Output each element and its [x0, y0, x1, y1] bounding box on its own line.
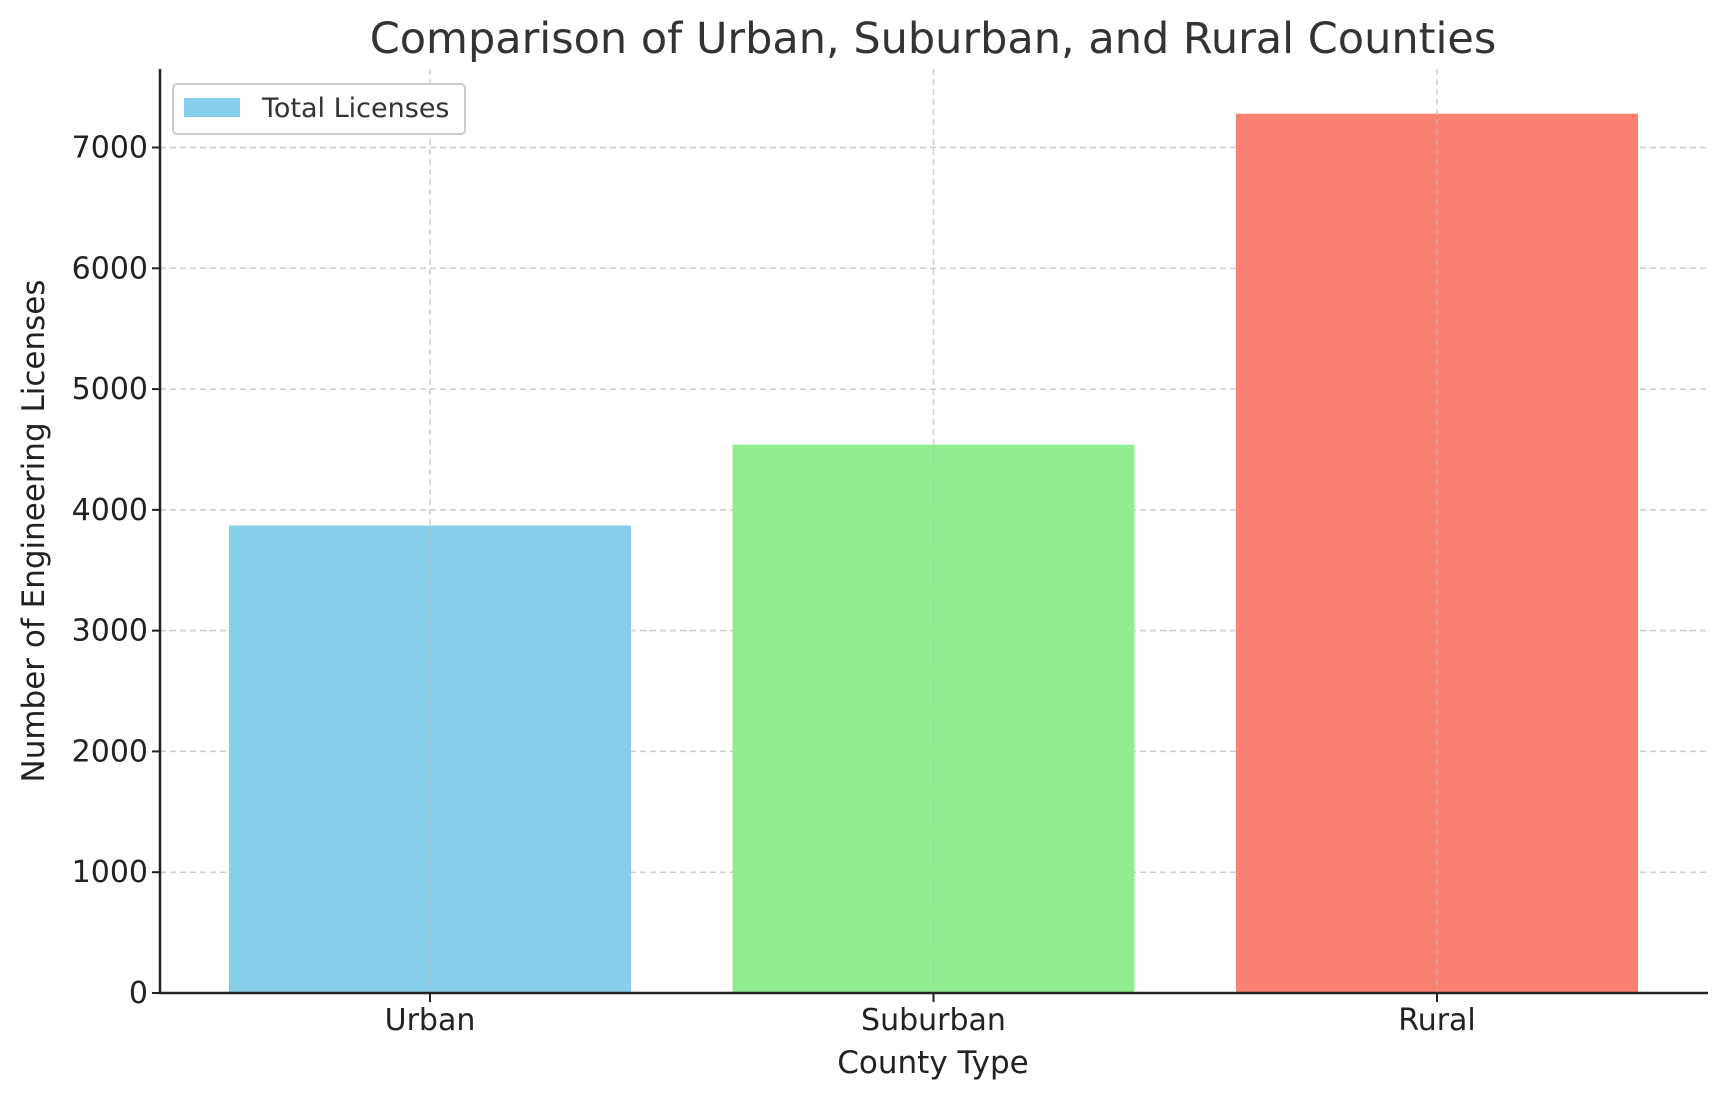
x-tick-label: Rural — [1398, 1003, 1476, 1038]
y-ticks: 0 1000 2000 3000 4000 5000 6000 7000 — [72, 131, 160, 1011]
y-tick-label: 6000 — [72, 251, 148, 286]
y-tick-label: 3000 — [72, 614, 148, 649]
x-tick-label: Suburban — [861, 1003, 1006, 1038]
legend-box — [172, 83, 466, 135]
legend-swatch — [184, 98, 240, 117]
legend: Total Licenses — [172, 83, 466, 135]
x-axis-label: County Type — [837, 1045, 1028, 1081]
chart-title: Comparison of Urban, Suburban, and Rural… — [370, 14, 1497, 64]
y-tick-label: 2000 — [72, 734, 148, 769]
x-ticks: Urban Suburban Rural — [385, 993, 1476, 1038]
y-tick-label: 5000 — [72, 372, 148, 407]
legend-label: Total Licenses — [261, 93, 450, 124]
bars — [229, 69, 1638, 994]
y-axis-label: Number of Engineering Licenses — [16, 280, 52, 783]
y-tick-label: 7000 — [72, 131, 148, 166]
y-tick-label: 4000 — [72, 493, 148, 528]
x-tick-label: Urban — [385, 1003, 476, 1038]
y-tick-label: 1000 — [72, 855, 148, 890]
y-tick-label: 0 — [129, 976, 148, 1011]
